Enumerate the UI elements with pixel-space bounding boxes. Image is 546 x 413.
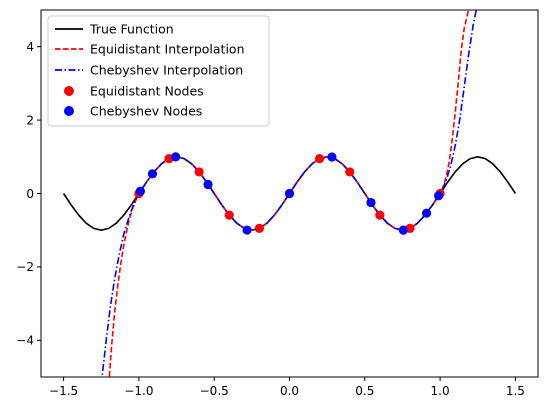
x-axis: −1.5 −1.0 −0.5 0.0 0.5 1.0 1.5 (49, 377, 525, 398)
point-equidistant-nodes-3 (224, 210, 234, 220)
point-chebyshev-nodes-5 (284, 188, 295, 199)
point-equidistant-nodes-2 (194, 167, 204, 177)
x-tick-label-3: 0.0 (280, 384, 299, 398)
x-tick-label-2: −0.5 (200, 384, 229, 398)
legend-label-chebyshev-interpolation: Chebyshev Interpolation (90, 63, 243, 78)
y-tick-label-1: −2 (16, 260, 34, 274)
x-tick-label-1: −1.0 (124, 384, 153, 398)
x-tick-label-6: 1.5 (506, 384, 525, 398)
x-tick-label-4: 0.5 (355, 384, 374, 398)
legend-swatch-chebyshev-nodes (64, 106, 74, 116)
y-tick-label-3: 2 (26, 113, 34, 127)
y-axis: −4 −2 0 2 4 (16, 40, 41, 348)
point-chebyshev-nodes-10 (434, 191, 444, 201)
legend-box (47, 15, 270, 127)
legend-label-true-function: True Function (89, 22, 174, 37)
series-layer (62, 10, 517, 377)
point-chebyshev-nodes-0 (135, 186, 145, 196)
legend-label-equidistant-interpolation: Equidistant Interpolation (90, 42, 245, 57)
point-chebyshev-nodes-3 (203, 179, 213, 190)
series-line-chebyshev-interpolation (101, 10, 478, 377)
point-chebyshev-nodes-7 (366, 197, 376, 208)
point-chebyshev-nodes-2 (171, 152, 181, 162)
legend-label-chebyshev-nodes: Chebyshev Nodes (90, 104, 202, 119)
point-chebyshev-nodes-6 (327, 152, 337, 162)
x-tick-label-5: 1.0 (431, 384, 450, 398)
point-equidistant-nodes-6 (315, 154, 325, 164)
point-chebyshev-nodes-9 (421, 208, 432, 218)
x-tick-label-0: −1.5 (49, 384, 78, 398)
y-tick-label-0: −4 (16, 334, 34, 348)
point-equidistant-nodes-7 (345, 167, 355, 177)
point-equidistant-nodes-8 (375, 210, 385, 220)
point-chebyshev-nodes-1 (147, 169, 158, 179)
point-chebyshev-nodes-4 (242, 225, 252, 235)
legend-swatch-equidistant-nodes (64, 86, 74, 96)
point-chebyshev-nodes-8 (398, 225, 408, 235)
point-equidistant-nodes-4 (254, 223, 264, 233)
legend: True Function Equidistant Interpolation … (47, 15, 270, 127)
legend-label-equidistant-nodes: Equidistant Nodes (90, 84, 204, 99)
y-tick-label-2: 0 (26, 187, 34, 201)
y-tick-label-4: 4 (26, 40, 34, 54)
